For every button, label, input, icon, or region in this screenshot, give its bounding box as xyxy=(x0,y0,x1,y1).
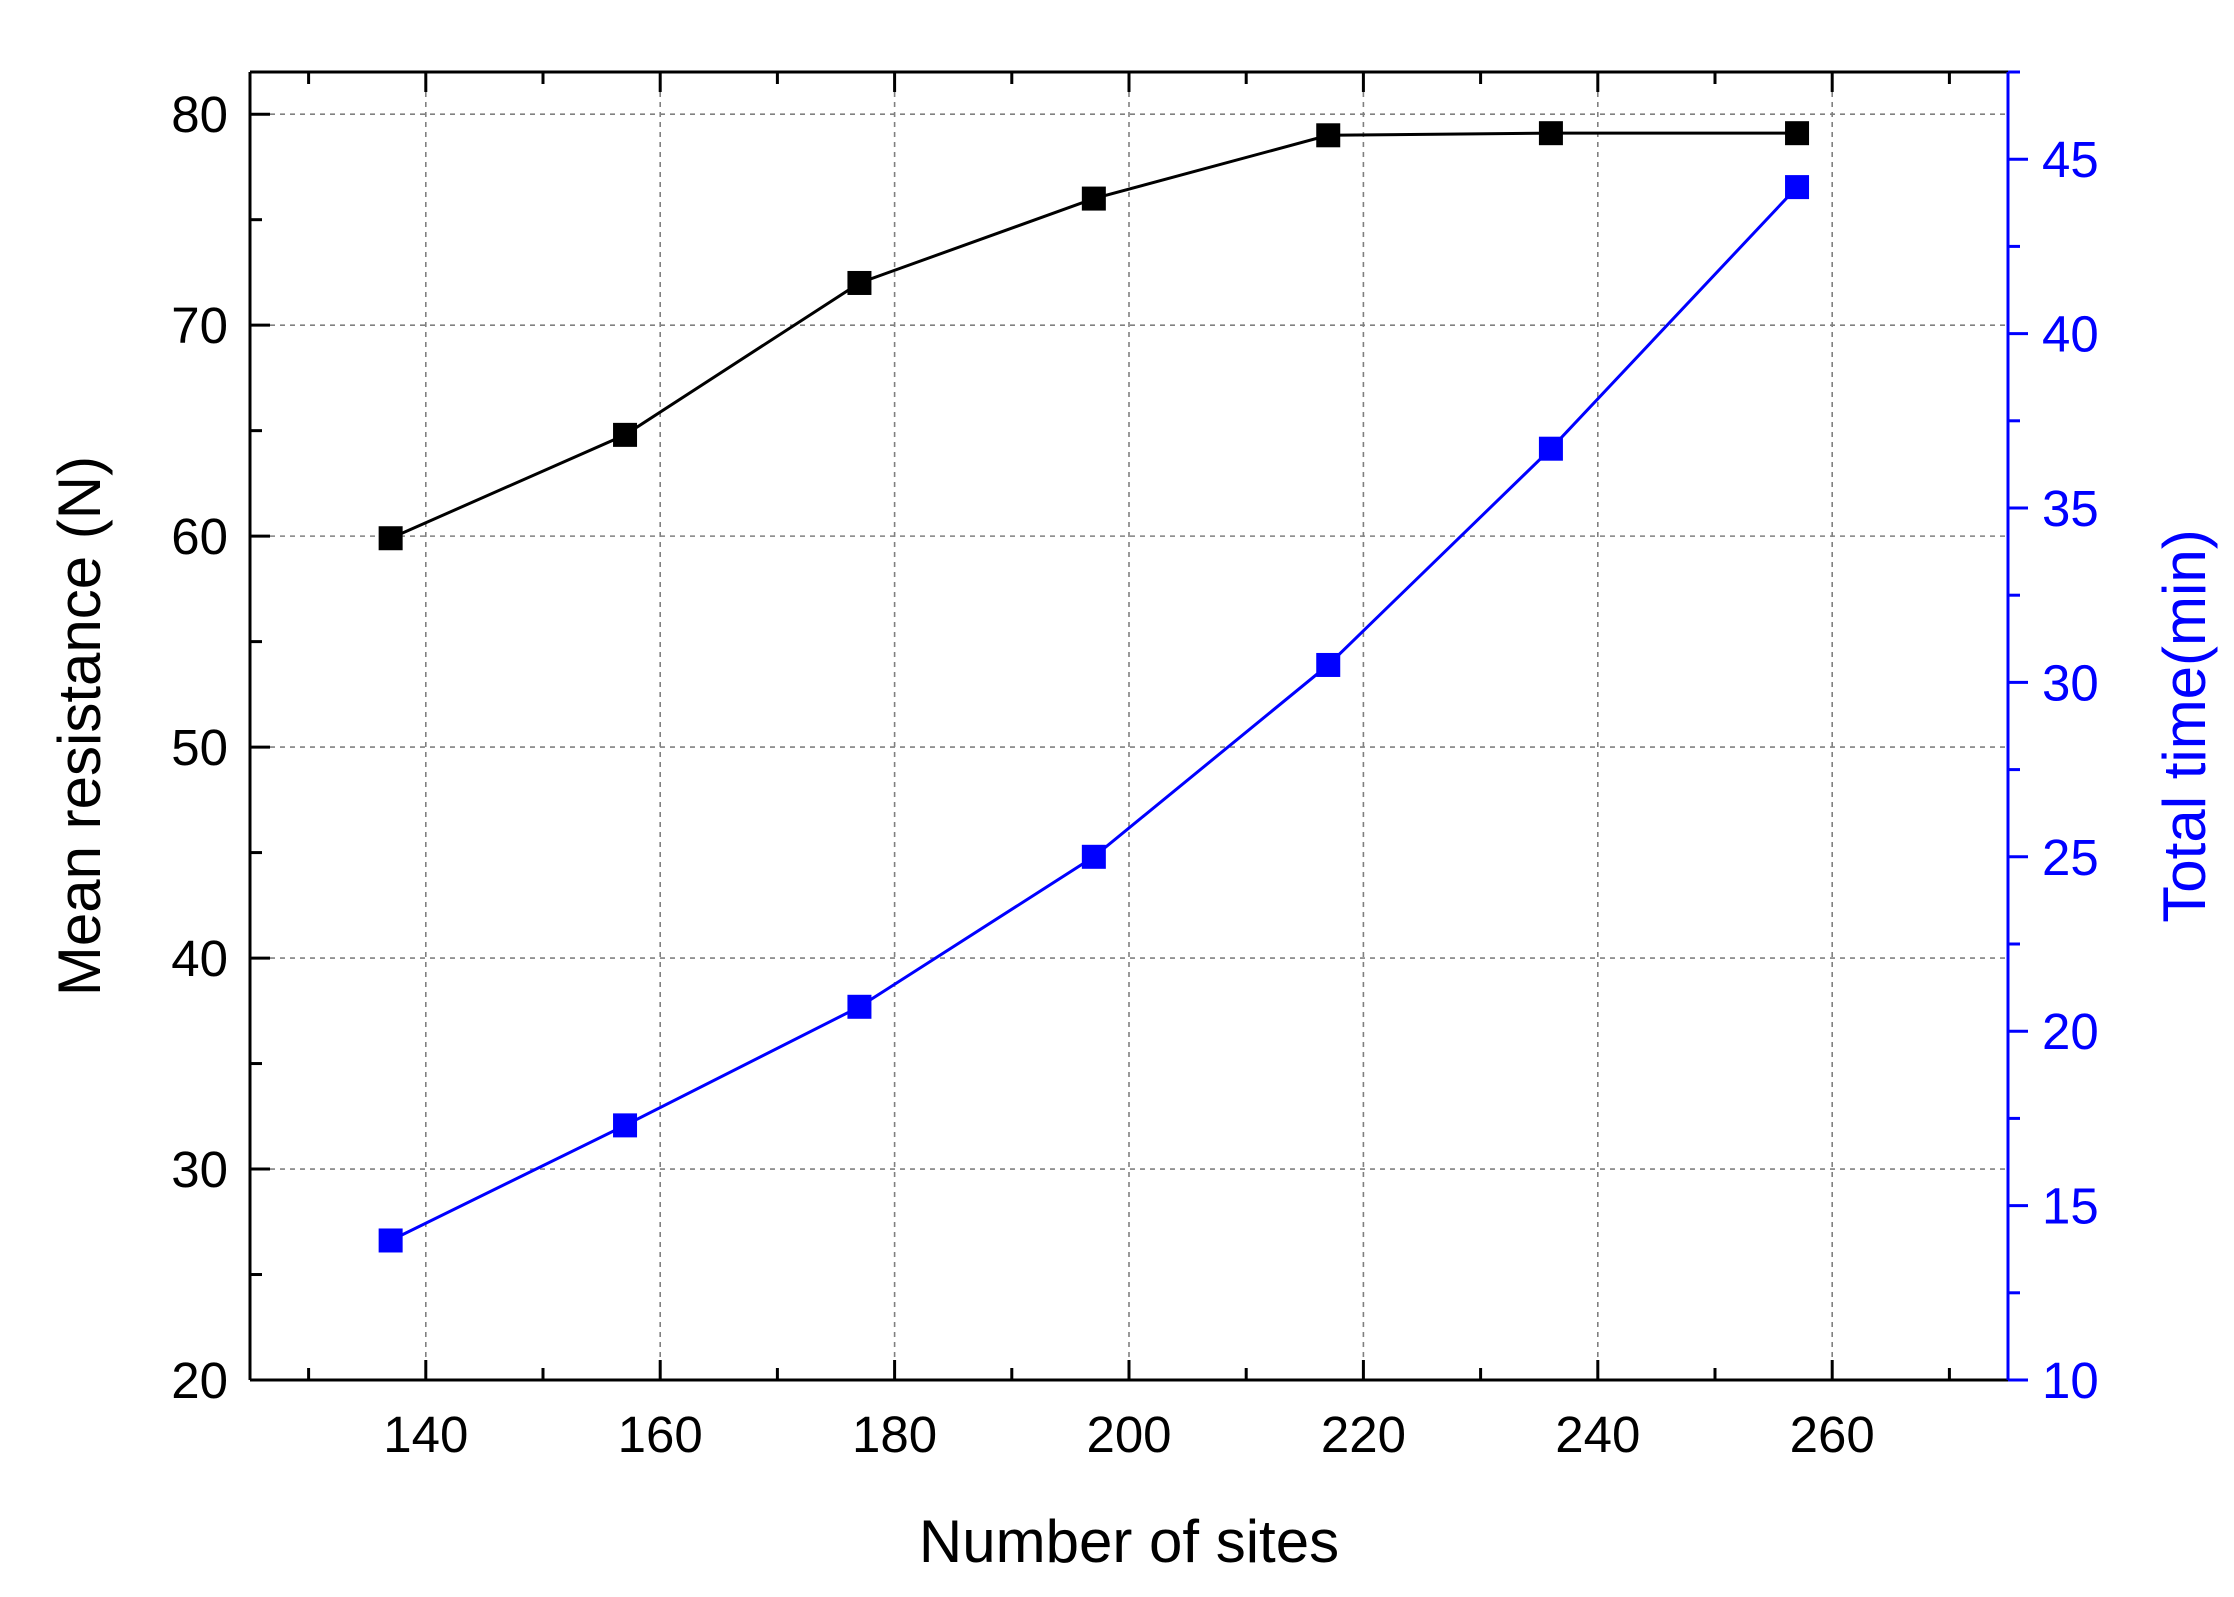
x-tick-label: 240 xyxy=(1555,1406,1640,1463)
series-2-marker xyxy=(1081,844,1106,869)
y-right-tick-label: 30 xyxy=(2042,654,2099,711)
series-1-marker xyxy=(1316,123,1341,148)
series-2-marker xyxy=(1316,652,1341,677)
series-2-marker xyxy=(378,1228,403,1253)
y-left-tick-label: 70 xyxy=(171,297,228,354)
series-1-marker xyxy=(378,526,403,551)
series-1-marker xyxy=(613,422,638,447)
series-2-marker xyxy=(847,994,872,1019)
y-left-tick-label: 20 xyxy=(171,1352,228,1409)
y-right-tick-label: 35 xyxy=(2042,480,2099,537)
series-2-marker xyxy=(1538,436,1563,461)
x-tick-label: 200 xyxy=(1086,1406,1171,1463)
series-2-marker xyxy=(1785,175,1810,200)
y-right-tick-label: 10 xyxy=(2042,1352,2099,1409)
y-left-tick-label: 80 xyxy=(171,86,228,143)
x-axis-title: Number of sites xyxy=(919,1508,1339,1575)
series-1-marker xyxy=(1081,186,1106,211)
tick-labels: 140 160 180 200 220 240 260 20 30 40 50 60 70 80 10 15 2… xyxy=(171,86,2098,1463)
y-right-tick-label: 20 xyxy=(2042,1003,2099,1060)
x-tick-label: 220 xyxy=(1321,1406,1406,1463)
series-1-marker xyxy=(847,270,872,295)
series-1-marker xyxy=(1785,121,1810,146)
x-tick-label: 140 xyxy=(383,1406,468,1463)
grid xyxy=(250,72,2008,1380)
y-left-tick-label: 50 xyxy=(171,719,228,776)
y-left-tick-label: 60 xyxy=(171,508,228,565)
x-tick-label: 180 xyxy=(852,1406,937,1463)
y-right-tick-label: 40 xyxy=(2042,306,2099,363)
y-right-tick-label: 15 xyxy=(2042,1178,2099,1235)
y-left-axis-title: Mean resistance (N) xyxy=(46,456,113,996)
y-right-axis-title: Total time(min) xyxy=(2151,529,2218,922)
y-right-tick-label: 45 xyxy=(2042,131,2099,188)
x-tick-label: 260 xyxy=(1790,1406,1875,1463)
series-2-marker xyxy=(613,1113,638,1138)
y-left-tick-label: 30 xyxy=(171,1141,228,1198)
series-layer xyxy=(378,121,1810,1253)
x-tick-label: 160 xyxy=(618,1406,703,1463)
y-left-tick-label: 40 xyxy=(171,930,228,987)
axes xyxy=(248,70,2028,1382)
y-right-tick-label: 25 xyxy=(2042,829,2099,886)
series-1-marker xyxy=(1538,121,1563,146)
